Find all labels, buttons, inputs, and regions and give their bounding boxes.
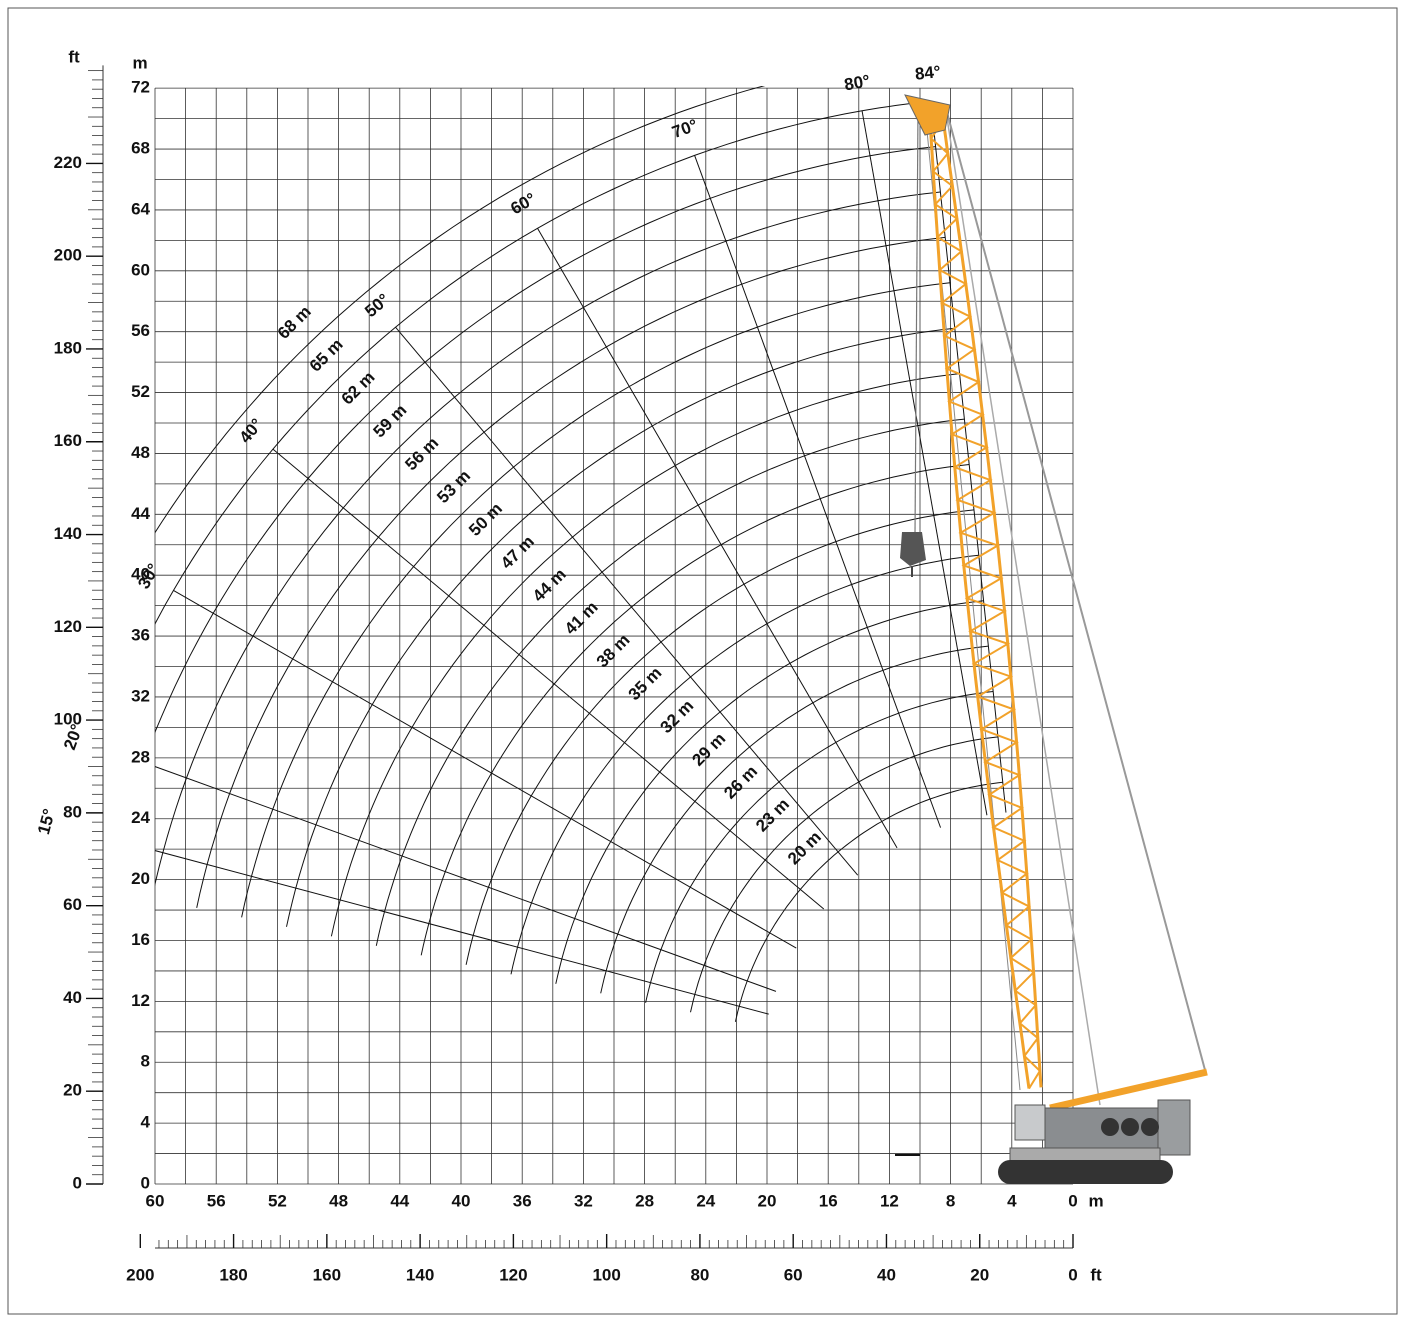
m-unit-y: m (132, 53, 147, 72)
y-tick-label: 48 (131, 443, 150, 462)
counterweight (1158, 1100, 1190, 1155)
ft-unit-x: ft (1090, 1265, 1102, 1284)
x-tick-label: 60 (146, 1191, 165, 1210)
angle-label: 40° (236, 415, 267, 447)
x-tick-label: 48 (329, 1191, 348, 1210)
angle-label: 70° (670, 115, 701, 142)
x-tick-label: 8 (946, 1191, 955, 1210)
x-tick-label: 32 (574, 1191, 593, 1210)
working-range-diagram: 0481216202428323640444852566064687260565… (0, 0, 1405, 1322)
x-tick-label: 12 (880, 1191, 899, 1210)
angle-label: 50° (361, 290, 393, 321)
ft-y-tick-label: 20 (63, 1081, 82, 1100)
x-tick-label: 24 (696, 1191, 715, 1210)
y-tick-label: 68 (131, 139, 150, 158)
x-tick-label: 4 (1007, 1191, 1017, 1210)
y-tick-label: 44 (131, 504, 150, 523)
x-tick-label: 16 (819, 1191, 838, 1210)
y-tick-label: 4 (141, 1113, 151, 1132)
boom-angle-line (538, 228, 898, 848)
ft-x-tick-label: 40 (877, 1265, 896, 1284)
x-tick-label: 36 (513, 1191, 532, 1210)
cab (1015, 1105, 1045, 1140)
crane (895, 95, 1207, 1184)
ft-x-tick-label: 120 (499, 1265, 527, 1284)
winch-drum (1101, 1118, 1119, 1136)
x-tick-label: 44 (390, 1191, 409, 1210)
y-tick-label: 60 (131, 260, 150, 279)
ft-x-tick-label: 160 (313, 1265, 341, 1284)
y-tick-label: 24 (131, 808, 150, 827)
boom-angle-line (173, 590, 796, 948)
y-tick-label: 32 (131, 686, 150, 705)
x-tick-label: 40 (452, 1191, 471, 1210)
ft-y-tick-label: 160 (54, 431, 82, 450)
y-tick-label: 56 (131, 321, 150, 340)
boom-radius-curve (197, 237, 946, 908)
y-tick-label: 28 (131, 747, 150, 766)
boom-angle-line (100, 747, 776, 992)
y-tick-label: 12 (131, 991, 150, 1010)
hook-block (900, 532, 926, 566)
angle-label: 80° (843, 71, 872, 94)
boom-chord (941, 104, 1041, 1087)
y-tick-label: 20 (131, 869, 150, 888)
boom-radius-curve (242, 283, 950, 918)
boom-angle-line (695, 155, 941, 827)
y-tick-label: 16 (131, 930, 150, 949)
ft-unit-y: ft (68, 47, 80, 66)
boom-angle-line (862, 111, 987, 815)
winch-drum (1141, 1118, 1159, 1136)
ft-y-tick-label: 180 (54, 338, 82, 357)
ft-y-tick-label: 120 (54, 617, 82, 636)
ft-x-tick-label: 100 (592, 1265, 620, 1284)
x-tick-label: 56 (207, 1191, 226, 1210)
ft-y-tick-label: 220 (54, 153, 82, 172)
m-unit-x: m (1088, 1191, 1103, 1210)
crawler-track (998, 1160, 1173, 1184)
y-tick-label: 52 (131, 382, 150, 401)
boom-angle-line (395, 327, 857, 875)
x-tick-label: 20 (758, 1191, 777, 1210)
winch-drum (1121, 1118, 1139, 1136)
boom-radius-curve (107, 147, 936, 889)
x-tick-label: 0 (1068, 1191, 1077, 1210)
boom-radius-curve (556, 601, 984, 984)
ft-x-tick-label: 60 (784, 1265, 803, 1284)
carbody (1010, 1148, 1160, 1162)
x-tick-label: 52 (268, 1191, 287, 1210)
y-tick-label: 36 (131, 626, 150, 645)
boom-radius-curve (601, 646, 989, 993)
ft-x-tick-label: 20 (970, 1265, 989, 1284)
ft-x-tick-label: 200 (126, 1265, 154, 1284)
boom-angle-line (273, 449, 824, 909)
y-tick-label: 64 (131, 199, 150, 218)
boom-head (905, 95, 950, 135)
x-tick-label: 28 (635, 1191, 654, 1210)
angle-label: 60° (507, 189, 539, 218)
angle-label: 15° (34, 807, 59, 837)
boom-chord (929, 106, 1029, 1089)
boom-radius-curve (646, 692, 994, 1003)
ft-x-tick-label: 0 (1068, 1265, 1077, 1284)
ft-x-tick-label: 80 (690, 1265, 709, 1284)
ft-y-tick-label: 140 (54, 524, 82, 543)
boom-radius-curve (17, 56, 926, 870)
boom-length-label: 68 m (274, 302, 315, 343)
boom-angle-line (74, 829, 769, 1014)
boom-radius-curve (152, 192, 941, 898)
ft-y-tick-label: 60 (63, 895, 82, 914)
y-tick-label: 0 (141, 1173, 150, 1192)
hoist-rope (915, 110, 918, 535)
ft-y-tick-label: 80 (63, 802, 82, 821)
ft-x-tick-label: 140 (406, 1265, 434, 1284)
ft-y-tick-label: 0 (73, 1173, 82, 1192)
angle-label: 84° (914, 62, 942, 84)
y-tick-label: 72 (131, 78, 150, 97)
ft-y-tick-label: 200 (54, 246, 82, 265)
ft-x-tick-label: 180 (219, 1265, 247, 1284)
ft-y-tick-label: 40 (63, 988, 82, 1007)
boom-radius-curve (376, 419, 964, 946)
y-tick-label: 8 (141, 1052, 150, 1071)
